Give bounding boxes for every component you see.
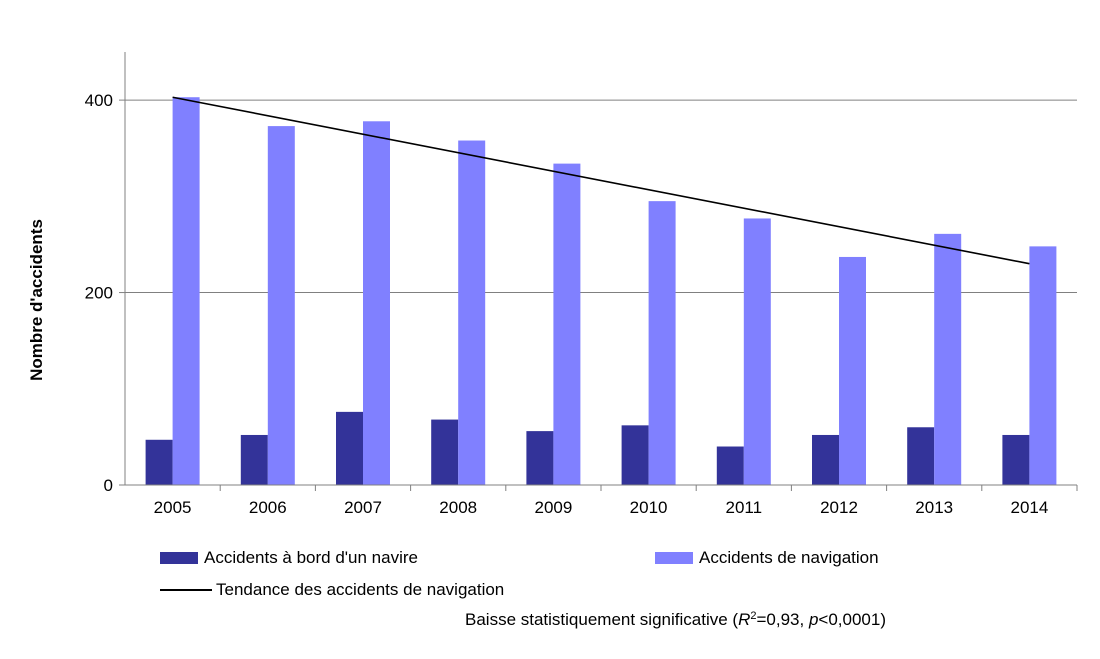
bar-navigation-2006 [267, 126, 295, 485]
legend-swatch-trend [160, 589, 212, 591]
x-tick-label: 2005 [154, 498, 192, 517]
note-r-value: =0,93, [756, 610, 809, 629]
bar-navigation-2014 [1029, 246, 1057, 485]
bar-onboard-2013 [907, 427, 935, 485]
legend-swatch-onboard [160, 552, 198, 564]
bar-onboard-2010 [621, 425, 649, 485]
x-tick-label: 2010 [630, 498, 668, 517]
y-tick-label: 200 [85, 284, 113, 303]
trendline [172, 96, 1030, 265]
axes: 0 200 400 2005 2006 2007 2008 2009 2010 2011 2012 2… [85, 52, 1078, 517]
bar-onboard-2006 [240, 434, 268, 485]
bar-onboard-2007 [336, 411, 363, 485]
bar-navigation-2009 [553, 163, 581, 485]
x-tick-label: 2009 [534, 498, 572, 517]
y-tick-label: 0 [104, 476, 113, 495]
bar-onboard-2005 [145, 439, 173, 485]
x-tick-label: 2008 [439, 498, 477, 517]
x-tick-label: 2013 [915, 498, 953, 517]
bar-navigation-2013 [934, 233, 962, 485]
legend-item-trend: Tendance des accidents de navigation [160, 580, 504, 600]
bar-onboard-2014 [1002, 434, 1030, 485]
bar-onboard-2012 [812, 434, 839, 485]
bar-navigation-2010 [648, 201, 676, 485]
x-tick-label: 2014 [1010, 498, 1048, 517]
bar-navigation-2008 [458, 140, 486, 485]
x-tick-label: 2011 [726, 498, 763, 517]
bar-onboard-2008 [431, 419, 459, 485]
note-prefix: Baisse statistiquement significative ( [465, 610, 739, 629]
legend-item-navigation: Accidents de navigation [655, 548, 879, 568]
bar-navigation-2007 [363, 121, 390, 485]
x-tick-label: 2012 [820, 498, 858, 517]
y-tick-label: 400 [85, 91, 113, 110]
bars [145, 97, 1057, 486]
legend-label-navigation: Accidents de navigation [699, 548, 879, 567]
trendline-group [172, 96, 1030, 265]
x-tick-label: 2007 [344, 498, 382, 517]
bar-navigation-2011 [743, 218, 771, 485]
legend-label-onboard: Accidents à bord d'un navire [204, 548, 418, 567]
bar-onboard-2011 [716, 446, 744, 485]
note-r-symbol: R [738, 610, 751, 629]
note-p-value: <0,0001) [818, 610, 886, 629]
legend-label-trend: Tendance des accidents de navigation [216, 580, 505, 599]
note-r-exponent: 2 [750, 610, 757, 622]
legend-item-onboard: Accidents à bord d'un navire [160, 548, 418, 568]
y-axis-label: Nombre d'accidents [27, 219, 46, 381]
significance-note: Baisse statistiquement significative (R2… [465, 610, 886, 630]
note-p-symbol: p [808, 610, 819, 629]
bar-onboard-2009 [526, 431, 554, 485]
legend-swatch-navigation [655, 552, 693, 564]
bar-navigation-2012 [839, 256, 866, 485]
x-tick-label: 2006 [249, 498, 287, 517]
bar-navigation-2005 [172, 97, 200, 486]
